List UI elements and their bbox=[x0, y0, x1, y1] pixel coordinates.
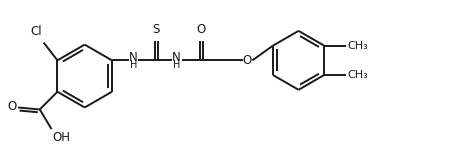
Text: H: H bbox=[130, 60, 137, 70]
Text: O: O bbox=[7, 100, 16, 113]
Text: O: O bbox=[243, 54, 252, 67]
Text: Cl: Cl bbox=[30, 25, 42, 38]
Text: N: N bbox=[129, 51, 138, 64]
Text: H: H bbox=[173, 60, 181, 70]
Text: CH₃: CH₃ bbox=[348, 70, 368, 80]
Text: O: O bbox=[197, 23, 206, 36]
Text: S: S bbox=[153, 23, 160, 36]
Text: OH: OH bbox=[52, 131, 71, 144]
Text: CH₃: CH₃ bbox=[348, 41, 368, 51]
Text: N: N bbox=[172, 51, 181, 64]
